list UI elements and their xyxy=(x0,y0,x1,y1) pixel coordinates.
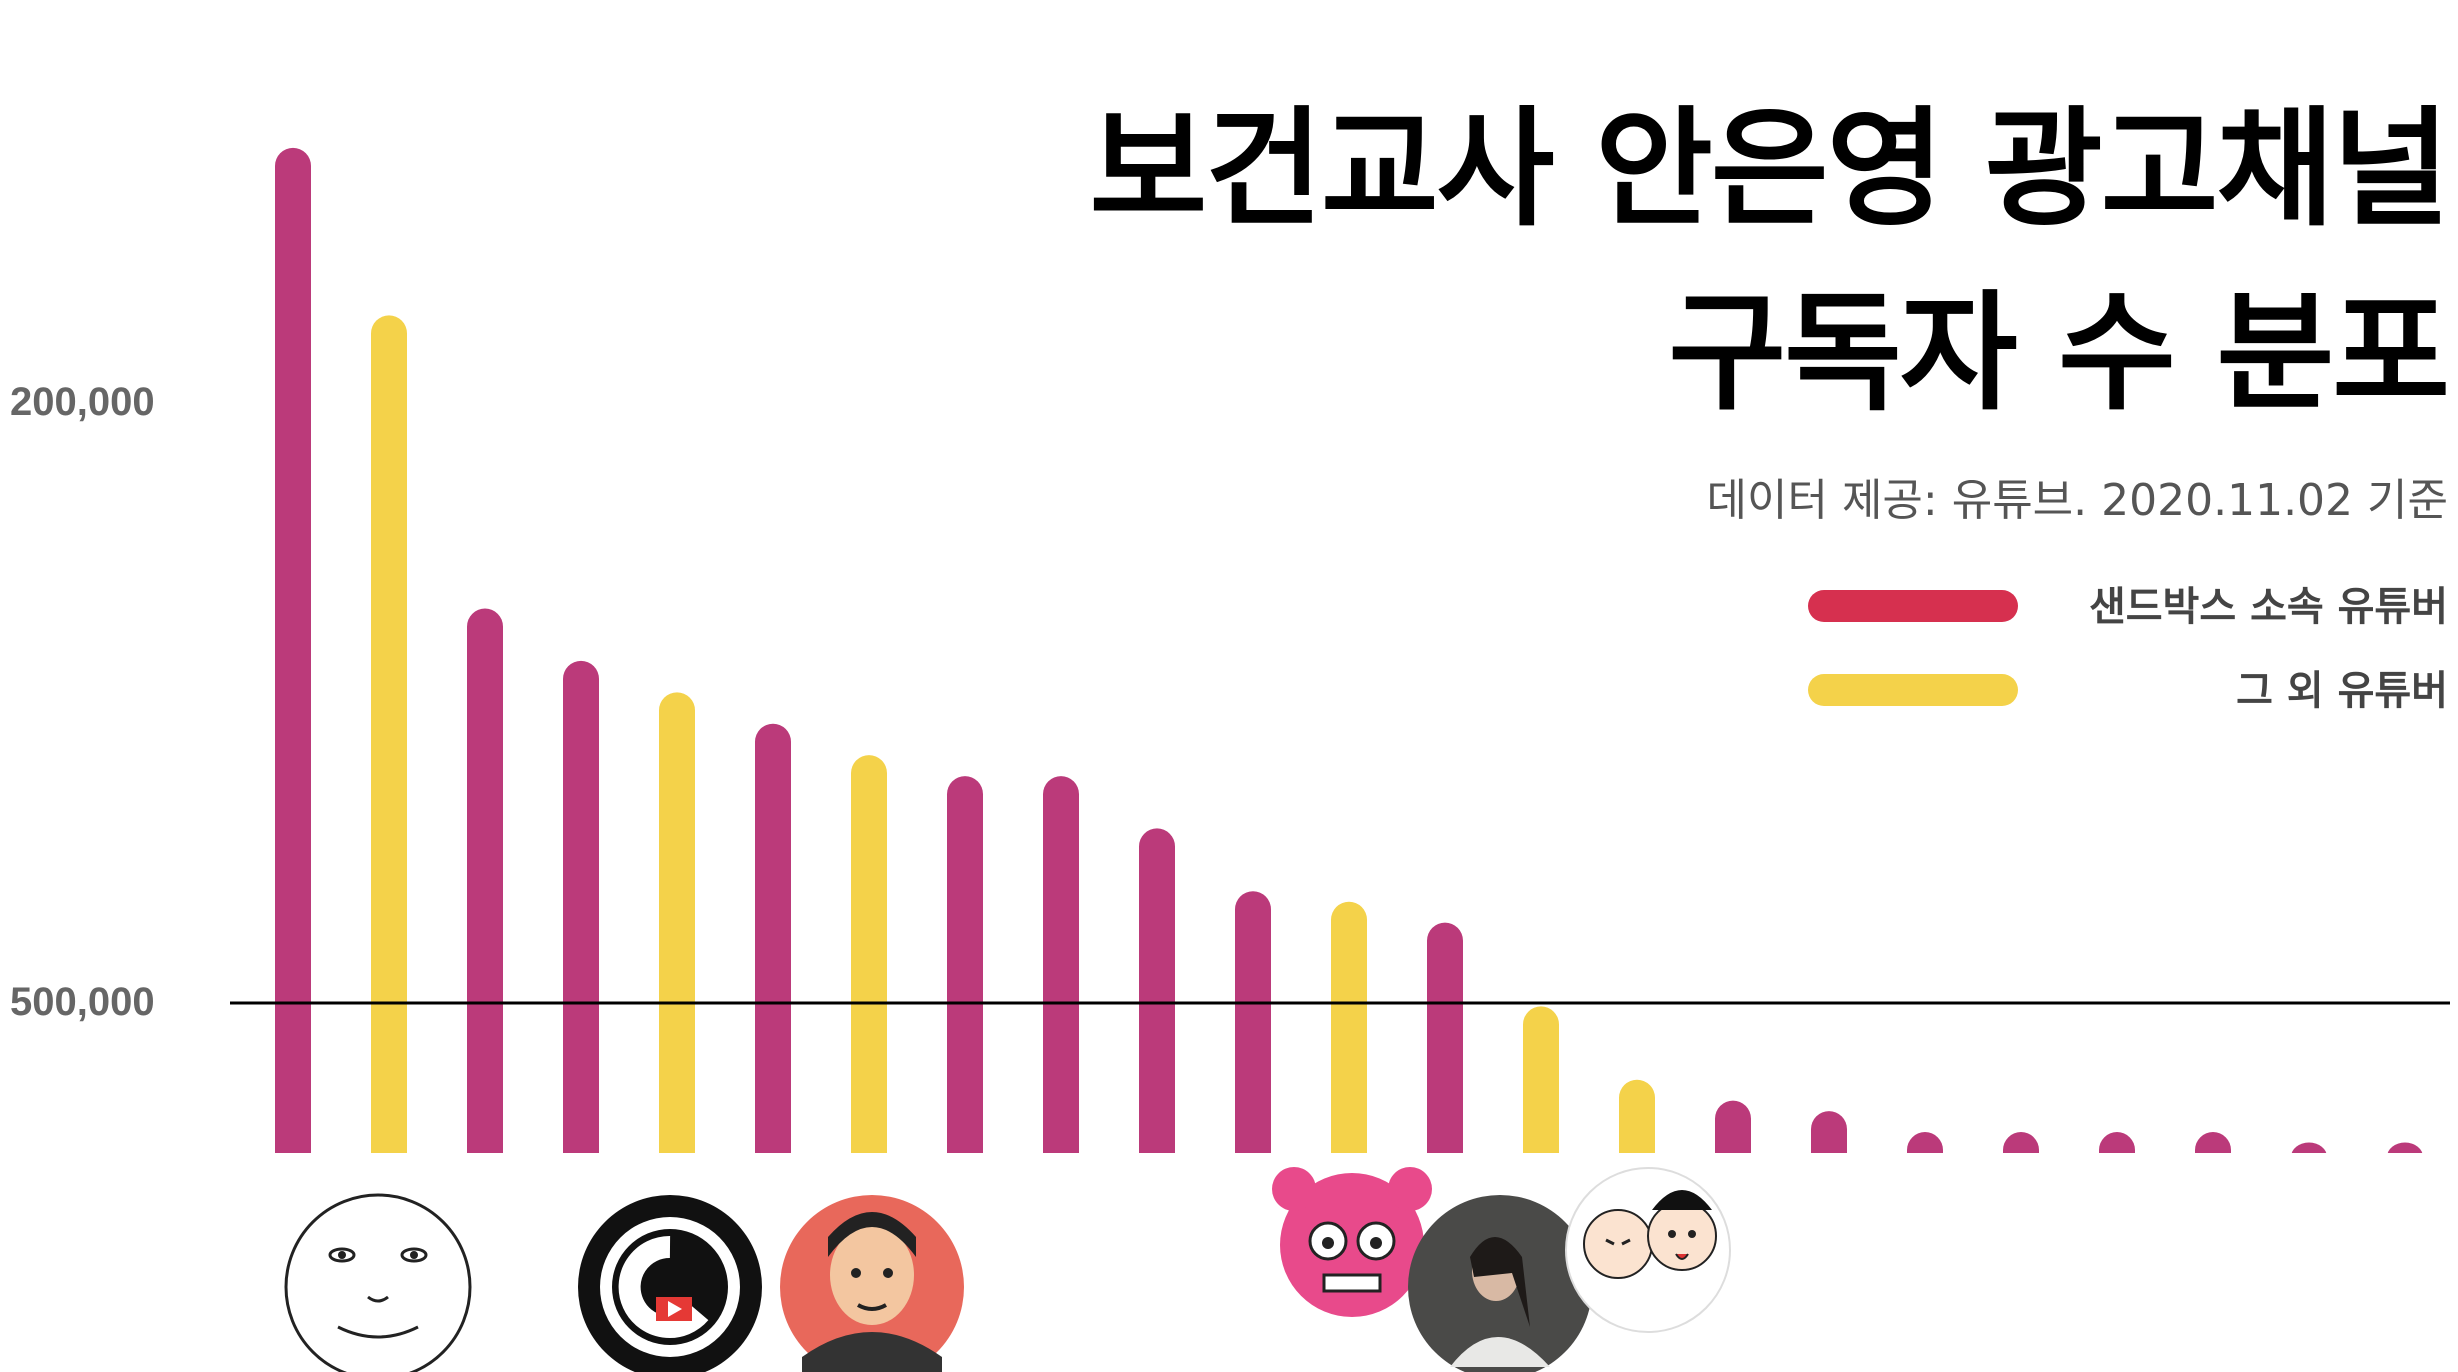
chart-title-line-1: 보건교사 안은영 광고채널 xyxy=(1089,95,2450,244)
chart-subtitle: 데이터 제공: 유튜브. 2020.11.02 기준 xyxy=(1706,475,2448,526)
bar-11 xyxy=(1331,901,1367,1171)
bar-1 xyxy=(371,315,407,1171)
legend-label-sandbox: 샌드박스 소속 유튜버 xyxy=(2088,584,2448,630)
title-block: 보건교사 안은영 광고채널 구독자 수 분포 데이터 제공: 유튜브. 2020… xyxy=(1089,78,2450,528)
chart-title-line-2: 구독자 수 분포 xyxy=(1668,279,2450,428)
bar-0 xyxy=(275,147,311,1171)
moon-face-avatar[interactable] xyxy=(284,1193,472,1372)
legend-label-other: 그 외 유튜버 xyxy=(2236,668,2448,714)
y-tick-label: 200,000 xyxy=(10,380,155,424)
cartoon-man-avatar[interactable] xyxy=(780,1195,964,1372)
bar-7 xyxy=(947,776,983,1171)
bar-4 xyxy=(659,692,695,1171)
bar-2 xyxy=(467,608,503,1171)
bar-5 xyxy=(755,723,791,1171)
legend-item-other: 그 외 유튜버 xyxy=(1808,654,2448,738)
bar-14 xyxy=(1619,1079,1655,1171)
legend-swatch-other xyxy=(1808,674,2018,706)
bar-3 xyxy=(563,660,599,1171)
cartoon-girls-avatar[interactable] xyxy=(1565,1167,1731,1333)
baseline-mask xyxy=(0,1153,2458,1183)
bar-6 xyxy=(851,755,887,1171)
avatars-group xyxy=(284,1167,1731,1372)
woman-photo-avatar[interactable] xyxy=(1408,1195,1592,1372)
legend-swatch-sandbox xyxy=(1808,590,2018,622)
bar-10 xyxy=(1235,891,1271,1171)
bar-13 xyxy=(1523,1006,1559,1171)
bars-group xyxy=(0,147,2458,1183)
legend-item-sandbox: 샌드박스 소속 유튜버 xyxy=(1808,570,2448,654)
bar-9 xyxy=(1139,828,1175,1171)
bar-12 xyxy=(1427,922,1463,1171)
pink-monster-avatar[interactable] xyxy=(1272,1167,1432,1317)
film-reel-movie-avatar[interactable] xyxy=(578,1195,762,1372)
y-tick-label: 500,000 xyxy=(10,980,155,1024)
legend: 샌드박스 소속 유튜버 그 외 유튜버 xyxy=(1808,570,2448,738)
bar-8 xyxy=(1043,776,1079,1171)
